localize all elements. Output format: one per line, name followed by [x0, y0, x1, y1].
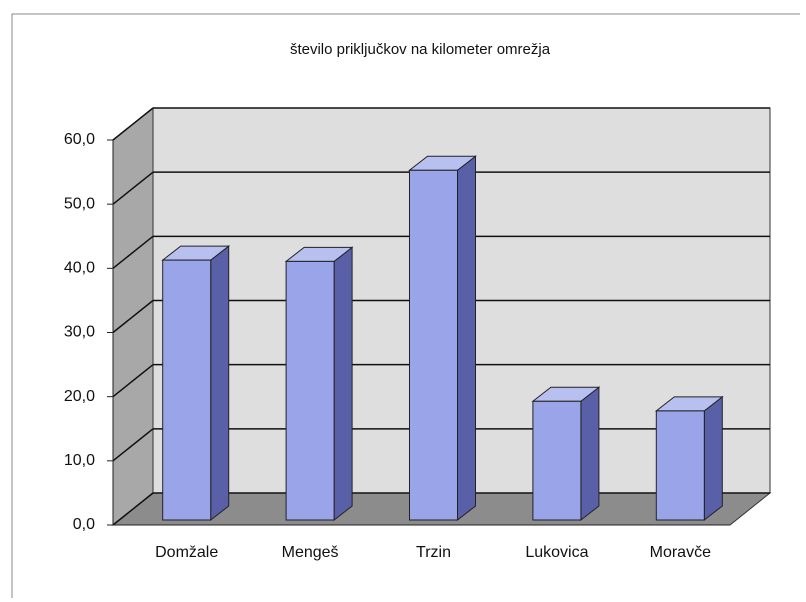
- bar-side: [703, 395, 723, 522]
- y-tick-label: 60,0: [64, 131, 95, 148]
- x-tick-label: Trzin: [416, 544, 451, 561]
- bar: [532, 400, 582, 521]
- y-tick-label: 30,0: [64, 324, 95, 341]
- bar-side: [457, 155, 476, 522]
- x-tick-label: Mengeš: [282, 544, 339, 561]
- grid-line: [112, 235, 154, 269]
- x-tick-label: Lukovica: [525, 544, 588, 561]
- grid-line: [112, 299, 154, 334]
- grid-line: [112, 107, 154, 141]
- bar-side: [333, 246, 353, 522]
- bar-side: [210, 245, 230, 522]
- chart-frame: [11, 13, 800, 598]
- y-tick-label: 50,0: [64, 195, 95, 212]
- grid-line: [112, 492, 154, 526]
- x-tick-label: Moravče: [650, 544, 711, 561]
- y-tick-label: 40,0: [64, 260, 95, 277]
- bar-side: [580, 386, 600, 522]
- y-tick-label: 0,0: [73, 516, 95, 533]
- bar: [655, 410, 705, 521]
- y-tick-label: 10,0: [64, 452, 95, 469]
- bar: [409, 169, 458, 521]
- bar: [162, 259, 212, 521]
- y-tick-label: 20,0: [64, 388, 95, 405]
- grid-line: [112, 364, 154, 398]
- chart-title: število priključkov na kilometer omrežja: [290, 41, 551, 58]
- grid-line: [112, 171, 154, 205]
- x-tick-label: Domžale: [155, 544, 218, 561]
- bar: [285, 260, 335, 521]
- grid-line: [112, 428, 154, 462]
